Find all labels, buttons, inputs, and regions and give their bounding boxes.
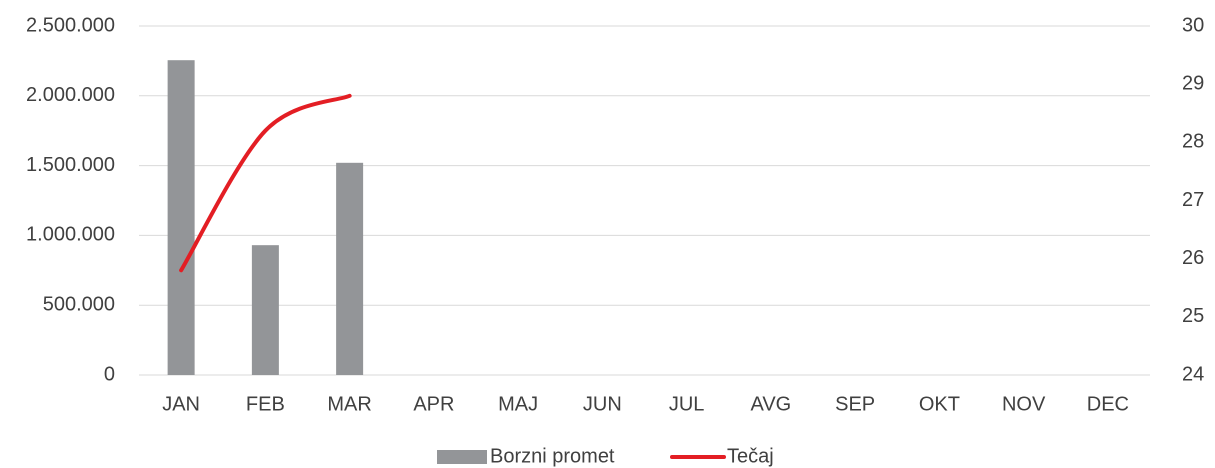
bar bbox=[336, 162, 364, 375]
y2-tick-label: 28 bbox=[1182, 131, 1204, 153]
y2-tick-label: 25 bbox=[1182, 305, 1204, 327]
x-tick-label: NOV bbox=[1002, 393, 1046, 415]
legend-label: Tečaj bbox=[727, 445, 774, 467]
x-tick-label: OKT bbox=[919, 393, 960, 415]
legend-label: Borzni promet bbox=[490, 445, 615, 467]
legend-swatch bbox=[437, 450, 487, 464]
bar bbox=[167, 60, 195, 376]
x-tick-label: JUL bbox=[669, 393, 705, 415]
x-tick-label: DEC bbox=[1087, 393, 1129, 415]
y2-tick-label: 24 bbox=[1182, 363, 1204, 385]
x-tick-label: SEP bbox=[835, 393, 875, 415]
x-tick-label: FEB bbox=[246, 393, 285, 415]
y2-tick-label: 27 bbox=[1182, 189, 1204, 211]
x-tick-label: MAJ bbox=[498, 393, 538, 415]
line bbox=[179, 93, 352, 273]
y2-tick-label: 29 bbox=[1182, 72, 1204, 94]
x-tick-label: AVG bbox=[750, 393, 791, 415]
bar bbox=[251, 245, 279, 375]
x-tick-label: MAR bbox=[327, 393, 371, 415]
y-tick-label: 500.000 bbox=[43, 293, 115, 315]
y-tick-label: 2.000.000 bbox=[26, 84, 115, 106]
x-tick-label: APR bbox=[413, 393, 454, 415]
y-tick-label: 1.500.000 bbox=[26, 154, 115, 176]
y2-tick-label: 26 bbox=[1182, 247, 1204, 269]
x-tick-label: JUN bbox=[583, 393, 622, 415]
y2-tick-label: 30 bbox=[1182, 14, 1204, 36]
y-tick-label: 2.500.000 bbox=[26, 14, 115, 36]
y-tick-label: 1.000.000 bbox=[26, 224, 115, 246]
x-tick-label: JAN bbox=[162, 393, 200, 415]
y-tick-label: 0 bbox=[104, 363, 115, 385]
